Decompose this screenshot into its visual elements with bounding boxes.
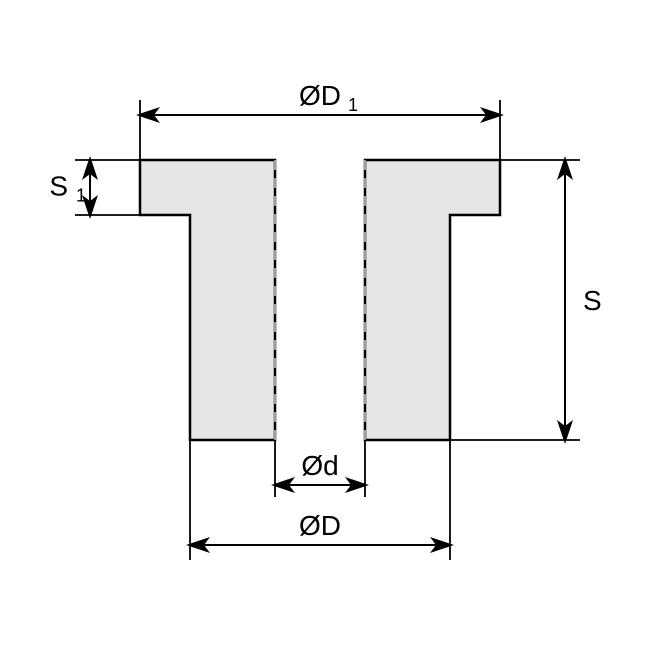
dim-label-S: S xyxy=(583,285,602,316)
dim-sub-D1: 1 xyxy=(348,95,358,115)
section-right xyxy=(365,160,500,440)
dim-sub-S1: 1 xyxy=(76,186,86,206)
dim-label-D1: ØD xyxy=(299,80,341,111)
bushing-technical-drawing: ØD1S1SØdØD xyxy=(0,0,671,670)
dim-label-D: ØD xyxy=(299,510,341,541)
dim-label-S1: S xyxy=(49,171,68,202)
dim-label-d: Ød xyxy=(301,450,338,481)
section-left xyxy=(140,160,275,440)
